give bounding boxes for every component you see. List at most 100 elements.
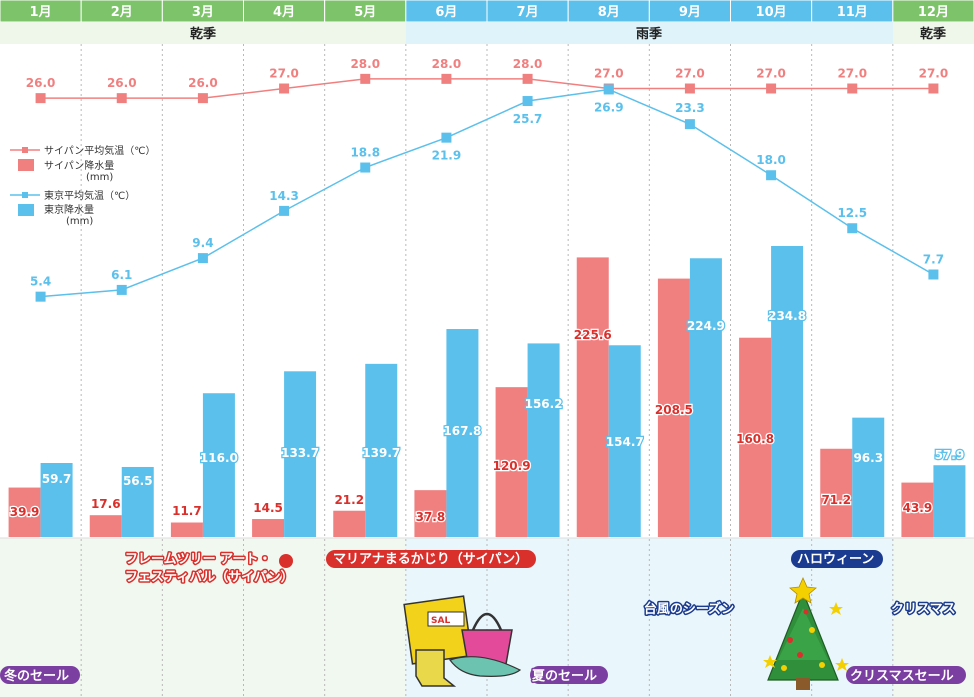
tokyo-temp-point xyxy=(603,84,614,95)
saipan-rain-label: 160.8 xyxy=(736,432,774,446)
saipan-rain-bar xyxy=(89,515,122,537)
shopping-bags-icon: SAL xyxy=(403,595,522,687)
saipan-temp-label: 27.0 xyxy=(594,67,624,81)
tokyo-rain-bar xyxy=(527,343,560,537)
tokyo-temp-label: 18.8 xyxy=(350,146,380,160)
saipan-rain-bar xyxy=(495,387,528,537)
legend-saipan-temp: サイパン平均気温（℃） xyxy=(44,144,156,157)
tokyo-rain-label: 59.7 xyxy=(42,472,72,486)
tokyo-rain-label: 116.0 xyxy=(200,451,238,465)
tokyo-temp-point xyxy=(522,96,533,107)
saipan-temp-point xyxy=(847,83,858,94)
month-label: 8月 xyxy=(598,5,620,20)
tokyo-rain-bar xyxy=(284,371,317,537)
tokyo-temp-point xyxy=(441,132,452,143)
saipan-temp-label: 27.0 xyxy=(837,67,867,81)
month-label: 11月 xyxy=(837,5,868,20)
saipan-rain-bar xyxy=(252,519,285,537)
season-dry-bg xyxy=(0,22,406,44)
saipan-rain-bar xyxy=(333,510,366,537)
legend-tokyo-rain-unit: (mm) xyxy=(66,216,93,227)
tokyo-rain-bar xyxy=(40,463,73,537)
temperature-lines: 26.0 26.0 26.0 27.0 28.0 28.0 28.0 27.0 27.0 27.0… xyxy=(25,56,949,302)
tokyo-temp-point xyxy=(928,269,939,280)
saipan-temp-point xyxy=(684,83,695,94)
tokyo-rain-bar xyxy=(608,345,641,537)
tokyo-rain-label: 167.8 xyxy=(443,424,481,438)
event-label: フェスティバル（サイパン） xyxy=(125,569,294,585)
tokyo-rain-label: 57.9 xyxy=(935,448,965,462)
legend-saipan-rain: サイパン降水量 xyxy=(44,159,114,172)
tokyo-rain-label: 154.7 xyxy=(606,435,644,449)
saipan-temp-label: 28.0 xyxy=(432,57,462,71)
event-pill xyxy=(279,554,293,568)
saipan-rain-label: 43.9 xyxy=(903,501,933,515)
event-label: 台風のシーズン xyxy=(644,601,734,617)
saipan-rain-label: 120.9 xyxy=(493,459,531,473)
tokyo-temp-label: 18.0 xyxy=(756,153,786,167)
saipan-rain-bar xyxy=(8,487,41,537)
saipan-temp-point xyxy=(197,93,208,104)
saipan-temp-point xyxy=(441,73,452,84)
tokyo-temp-point xyxy=(116,284,127,295)
tokyo-rain-bar xyxy=(446,329,479,537)
tokyo-rain-bar xyxy=(933,465,966,537)
saipan-rain-label: 39.9 xyxy=(10,505,40,519)
saipan-rain-label: 17.6 xyxy=(91,497,121,511)
tokyo-temp-label: 21.9 xyxy=(432,149,462,163)
saipan-rain-label: 71.2 xyxy=(821,493,851,507)
tokyo-temp-point xyxy=(197,253,208,264)
event-label: ハロウィーン xyxy=(797,552,874,567)
tokyo-temp-label: 26.9 xyxy=(594,100,624,114)
tokyo-temp-label: 6.1 xyxy=(111,268,132,282)
season-rainy-bg xyxy=(406,22,893,44)
month-label: 6月 xyxy=(435,5,457,20)
saipan-temp-label: 27.0 xyxy=(919,67,949,81)
month-label: 9月 xyxy=(679,5,701,20)
legend-tokyo-rain: 東京降水量 xyxy=(44,203,94,216)
tokyo-temp-label: 5.4 xyxy=(30,275,51,289)
month-header: 1月 2月 3月 4月 5月 6月 7月 8月 9月 10月 11月 12月 xyxy=(0,0,974,23)
tokyo-rain-label: 234.8 xyxy=(768,309,806,323)
month-label: 2月 xyxy=(111,5,133,20)
tokyo-rain-bar xyxy=(689,258,722,537)
saipan-rain-bar xyxy=(820,448,853,537)
saipan-temp-point xyxy=(116,93,127,104)
event-label: 夏のセール xyxy=(531,669,597,684)
tokyo-rain-bar xyxy=(852,417,885,537)
saipan-rain-label: 208.5 xyxy=(655,403,693,417)
tokyo-temp-label: 7.7 xyxy=(923,253,944,267)
saipan-temp-label: 26.0 xyxy=(26,76,56,90)
event-pill xyxy=(791,550,883,568)
event-label: フレームツリー アート・ xyxy=(125,552,271,567)
event-pill xyxy=(0,666,80,684)
tokyo-temp-point xyxy=(766,170,777,181)
saipan-temp-point xyxy=(360,73,371,84)
grid-lines xyxy=(0,44,974,697)
tokyo-rain-label: 156.2 xyxy=(525,397,563,411)
precipitation-bars: 39.9 59.7 17.656.5 11.7 116.0 14.5 133.7 21.2 13… xyxy=(8,246,966,537)
event-pill xyxy=(846,666,966,684)
event-label: クリスマスセール xyxy=(850,669,954,684)
event-label: クリスマス xyxy=(891,602,956,617)
tokyo-temp-label: 12.5 xyxy=(837,206,867,220)
christmas-tree-icon xyxy=(763,577,849,690)
tokyo-temp-point xyxy=(360,162,371,173)
saipan-temp-point xyxy=(35,93,46,104)
saipan-temp-label: 27.0 xyxy=(269,67,299,81)
tokyo-temp-label: 14.3 xyxy=(269,189,299,203)
season-label-dry: 乾季 xyxy=(190,26,216,42)
events: 冬のセール フレームツリー アート・フェスティバル（サイパン） マリアナまるかじり（… xyxy=(0,550,966,686)
saipan-rain-bar xyxy=(739,337,772,537)
month-label: 12月 xyxy=(918,5,949,20)
saipan-rain-bar xyxy=(576,257,609,537)
saipan-temp-label: 27.0 xyxy=(756,67,786,81)
saipan-temp-label: 27.0 xyxy=(675,67,705,81)
season-label-rainy: 雨季 xyxy=(636,26,662,42)
event-pill xyxy=(530,666,608,684)
tokyo-temp-label: 9.4 xyxy=(192,236,213,250)
saipan-rain-bar xyxy=(170,522,203,537)
legend-tokyo-temp: 東京平均気温（℃） xyxy=(44,189,135,202)
saipan-rain-label: 11.7 xyxy=(172,504,202,518)
